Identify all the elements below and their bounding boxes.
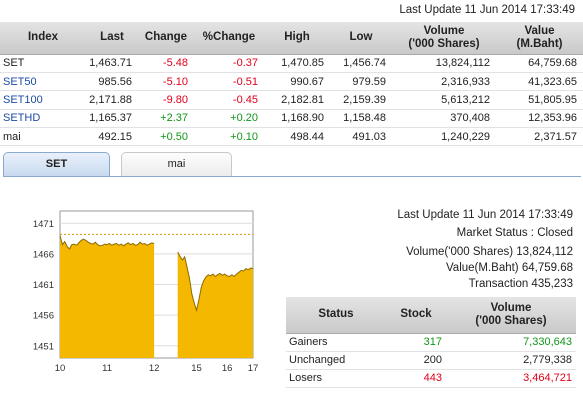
tab-set[interactable]: SET	[3, 152, 110, 176]
chart-x-tick-label: 10	[55, 363, 66, 374]
index-cell-change: -5.48	[138, 54, 194, 73]
index-cell-high: 1,470.85	[264, 54, 330, 73]
last-update-top: Last Update 11 Jun 2014 17:33:49	[399, 4, 575, 16]
info-transaction: Transaction 435,233	[468, 278, 573, 290]
index-cell-index[interactable]: SETHD	[0, 109, 86, 129]
chart-area-segment	[60, 235, 155, 358]
index-cell-pct: +0.10	[194, 127, 264, 147]
status-row: Unchanged 200 2,779,338	[286, 351, 576, 370]
index-cell-pct: -0.37	[194, 54, 264, 73]
chart-y-tick-label: 1466	[33, 249, 54, 260]
info-volume: Volume('000 Shares) 13,824,112	[406, 246, 573, 258]
chart-series-line	[59, 235, 155, 250]
header-index: Index	[0, 22, 86, 55]
index-cell-high: 498.44	[264, 127, 330, 147]
status-table: Status Stock Volume ('000 Shares) Gainer…	[286, 297, 576, 388]
index-cell-pct: -0.45	[194, 90, 264, 110]
status-row: Gainers 317 7,330,643	[286, 333, 576, 352]
chart-y-tick-label: 1451	[33, 341, 54, 352]
index-cell-volume: 2,316,933	[392, 72, 496, 92]
index-cell-index[interactable]: SET50	[0, 72, 86, 92]
index-cell-high: 2,182.81	[264, 90, 330, 110]
header-change: Change	[138, 22, 194, 55]
index-cell-change: -9.80	[138, 90, 194, 110]
index-cell-low: 1,158.48	[330, 109, 392, 129]
header-status: Status	[286, 297, 386, 334]
header-value: Value (M.Baht)	[496, 22, 583, 55]
chart-area-segment	[177, 252, 253, 358]
index-cell-pct: +0.20	[194, 109, 264, 129]
status-cell-volume: 7,330,643	[446, 333, 576, 352]
status-row: Losers 443 3,464,721	[286, 369, 576, 388]
chart-x-tick-label: 12	[149, 363, 160, 374]
index-cell-low: 979.59	[330, 72, 392, 92]
header-stock: Stock	[386, 297, 446, 334]
index-cell-volume: 370,408	[392, 109, 496, 129]
index-cell-last: 2,171.88	[86, 90, 138, 110]
status-cell-volume: 2,779,338	[446, 351, 576, 370]
index-cell-index: SET	[0, 54, 86, 73]
header-high: High	[264, 22, 330, 55]
index-cell-last: 492.15	[86, 127, 138, 147]
status-cell-status: Losers	[286, 369, 386, 388]
chart-x-tick-label: 11	[102, 363, 112, 374]
chart-x-tick-label: 16	[222, 363, 233, 374]
status-cell-status: Unchanged	[286, 351, 386, 370]
index-cell-value: 2,371.57	[496, 127, 583, 147]
index-table-header: Index Last Change %Change High Low Volum…	[0, 22, 583, 55]
index-cell-low: 1,456.74	[330, 54, 392, 73]
status-table-header: Status Stock Volume ('000 Shares)	[286, 297, 576, 334]
chart-x-tick-label: 15	[191, 363, 202, 374]
tab-mai[interactable]: mai	[121, 152, 232, 176]
chart-y-tick-label: 1471	[33, 219, 54, 230]
status-cell-status: Gainers	[286, 333, 386, 352]
index-cell-pct: -0.51	[194, 72, 264, 92]
index-cell-volume: 1,240,229	[392, 127, 496, 147]
index-cell-low: 491.03	[330, 127, 392, 147]
index-cell-last: 1,165.37	[86, 109, 138, 129]
index-cell-high: 1,168.90	[264, 109, 330, 129]
index-row: SET100 2,171.88 -9.80 -0.45 2,182.81 2,159.39…	[0, 90, 583, 110]
index-cell-index[interactable]: SET100	[0, 90, 86, 110]
index-cell-last: 985.56	[86, 72, 138, 92]
header-low: Low	[330, 22, 392, 55]
index-cell-value: 64,759.68	[496, 54, 583, 73]
chart-y-tick-label: 1461	[33, 280, 54, 291]
header-pct-change: %Change	[194, 22, 264, 55]
index-cell-change: +0.50	[138, 127, 194, 147]
index-table: Index Last Change %Change High Low Volum…	[0, 22, 583, 147]
status-cell-volume: 3,464,721	[446, 369, 576, 388]
info-market-status: Market Status : Closed	[456, 227, 573, 239]
chart-y-tick-label: 1456	[33, 311, 54, 322]
index-cell-change: -5.10	[138, 72, 194, 92]
market-tab-bar: SET mai	[3, 152, 581, 177]
index-row: SET50 985.56 -5.10 -0.51 990.67 979.59 2,316,9…	[0, 72, 583, 92]
header-last: Last	[86, 22, 138, 55]
index-cell-volume: 13,824,112	[392, 54, 496, 73]
index-cell-change: +2.37	[138, 109, 194, 129]
chart-x-tick-label: 17	[248, 363, 259, 374]
index-cell-last: 1,463.71	[86, 54, 138, 73]
index-row: SET 1,463.71 -5.48 -0.37 1,470.85 1,456.74 13,…	[0, 54, 583, 73]
index-cell-low: 2,159.39	[330, 90, 392, 110]
index-row: SETHD 1,165.37 +2.37 +0.20 1,168.90 1,158.48 3…	[0, 109, 583, 129]
index-cell-high: 990.67	[264, 72, 330, 92]
index-chart: 1471 1466 1461 1456 1451 10 11 12 15 16 17	[0, 205, 265, 375]
index-cell-index: mai	[0, 127, 86, 147]
header-status-volume: Volume ('000 Shares)	[446, 297, 576, 334]
info-value: Value(M.Baht) 64,759.68	[445, 262, 573, 274]
chart-series-line	[177, 251, 254, 313]
info-last-update: Last Update 11 Jun 2014 17:33:49	[397, 209, 573, 221]
index-cell-value: 41,323.65	[496, 72, 583, 92]
index-cell-value: 51,805.95	[496, 90, 583, 110]
status-cell-stock: 443	[386, 369, 446, 388]
index-cell-value: 12,353.96	[496, 109, 583, 129]
header-volume: Volume ('000 Shares)	[392, 22, 496, 55]
index-row: mai 492.15 +0.50 +0.10 498.44 491.03 1,240,229…	[0, 127, 583, 147]
status-cell-stock: 317	[386, 333, 446, 352]
index-cell-volume: 5,613,212	[392, 90, 496, 110]
status-cell-stock: 200	[386, 351, 446, 370]
